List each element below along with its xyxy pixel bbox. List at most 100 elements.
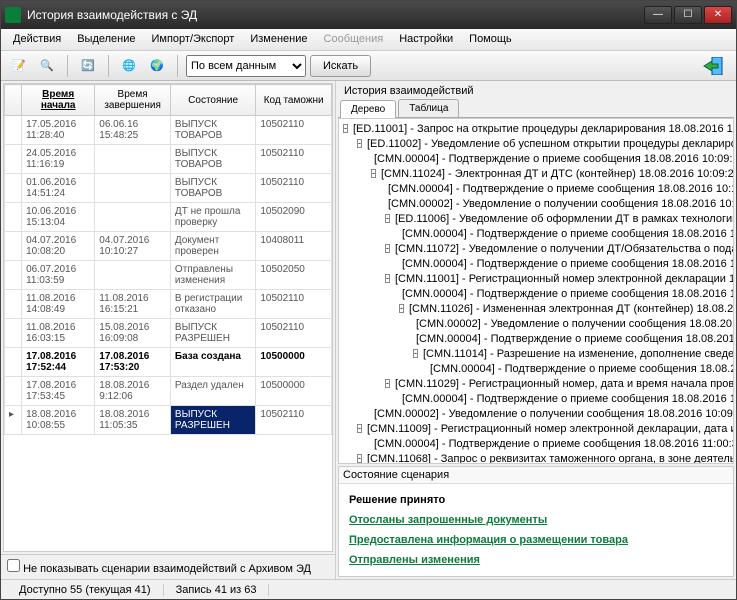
tree-node[interactable]: [CMN.00004] - Подтверждение о приеме соо… <box>341 256 731 271</box>
tree-node[interactable]: [CMN.00002] - Уведомление о получении со… <box>341 316 731 331</box>
tree-label: [CMN.00004] - Подтверждение о приеме соо… <box>416 333 734 345</box>
scenario-link[interactable]: Предоставлена информация о размещении то… <box>349 530 723 550</box>
scenario-link[interactable]: Отосланы запрошенные документы <box>349 510 723 530</box>
tree-node[interactable]: [CMN.00004] - Подтверждение о приеме соо… <box>341 226 731 241</box>
menu-Импорт/Экспорт[interactable]: Импорт/Экспорт <box>144 29 243 50</box>
table-row[interactable]: 11.08.2016 14:08:4911.08.2016 16:15:21В … <box>5 290 332 319</box>
scenario-status: Решение принято <box>349 490 723 510</box>
tree-node[interactable]: -[CMN.11068] - Запрос о реквизитах тамож… <box>341 451 731 464</box>
refresh-icon[interactable]: 🔄 <box>76 54 100 78</box>
tree-label: [CMN.00004] - Подтверждение о приеме соо… <box>374 153 734 165</box>
tree-label: [CMN.11009] - Регистрационный номер элек… <box>367 423 734 435</box>
search-button[interactable]: Искать <box>310 55 371 77</box>
table-row[interactable]: 01.06.2016 14:51:24ВЫПУСК ТОВАРОВ1050211… <box>5 174 332 203</box>
tree-node[interactable]: [CMN.00004] - Подтверждение о приеме соо… <box>341 151 731 166</box>
tree-node[interactable]: -[ED.11002] - Уведомление об успешном от… <box>341 136 731 151</box>
tree-label: [CMN.11001] - Регистрационный номер элек… <box>395 273 734 285</box>
tree-label: [CMN.00002] - Уведомление о получении со… <box>388 198 734 210</box>
col-header[interactable]: Состояние <box>170 85 255 116</box>
col-header[interactable]: Код таможни <box>256 85 332 116</box>
message-tree[interactable]: -[ED.11001] - Запрос на открытие процеду… <box>338 118 734 464</box>
close-button[interactable]: ✕ <box>704 6 732 24</box>
toolbar: 📝 🔍 🔄 🌐 🌍 По всем данным Искать <box>1 51 736 81</box>
tree-node[interactable]: -[CMN.11014] - Разрешение на изменение, … <box>341 346 731 361</box>
tree-node[interactable]: -[CMN.11029] - Регистрационный номер, да… <box>341 376 731 391</box>
tree-node[interactable]: [CMN.00002] - Уведомление о получении со… <box>341 406 731 421</box>
menu-Действия[interactable]: Действия <box>5 29 69 50</box>
menu-Выделение[interactable]: Выделение <box>69 29 143 50</box>
exit-icon[interactable] <box>698 54 730 78</box>
statusbar: Доступно 55 (текущая 41) Запись 41 из 63 <box>1 579 736 599</box>
tree-twisty-icon[interactable]: - <box>385 379 390 388</box>
tree-node[interactable]: -[ED.11001] - Запрос на открытие процеду… <box>341 121 731 136</box>
tree-label: [ED.11002] - Уведомление об успешном отк… <box>367 138 734 150</box>
status-left: Доступно 55 (текущая 41) <box>7 584 164 596</box>
tree-twisty-icon[interactable]: - <box>357 454 362 463</box>
tree-node[interactable]: [CMN.00004] - Подтверждение о приеме соо… <box>341 181 731 196</box>
tree-node[interactable]: [CMN.00004] - Подтверждение о приеме соо… <box>341 331 731 346</box>
tree-label: [CMN.00004] - Подтверждение о приеме соо… <box>430 363 734 375</box>
tree-label: [CMN.00002] - Уведомление о получении со… <box>374 408 734 420</box>
tree-twisty-icon[interactable]: - <box>399 304 404 313</box>
menu-Изменение[interactable]: Изменение <box>242 29 315 50</box>
table-row[interactable]: 06.07.2016 11:03:59Отправлены изменения1… <box>5 261 332 290</box>
menubar: ДействияВыделениеИмпорт/ЭкспортИзменение… <box>1 29 736 51</box>
table-row[interactable]: ▸18.08.2016 10:08:5518.08.2016 11:05:35В… <box>5 406 332 435</box>
filter-select[interactable]: По всем данным <box>186 55 306 77</box>
table-row[interactable]: 11.08.2016 16:03:1515.08.2016 16:09:08ВЫ… <box>5 319 332 348</box>
filter-checkbox-row: Не показывать сценарии взаимодействий с … <box>1 554 335 579</box>
maximize-button[interactable]: ☐ <box>674 6 702 24</box>
tree-node[interactable]: [CMN.00004] - Подтверждение о приеме соо… <box>341 391 731 406</box>
table-row[interactable]: 10.06.2016 15:13:04ДТ не прошла проверку… <box>5 203 332 232</box>
tab-Таблица[interactable]: Таблица <box>398 99 459 117</box>
tree-label: [CMN.00004] - Подтверждение о приеме соо… <box>402 393 734 405</box>
tree-twisty-icon[interactable]: - <box>357 424 362 433</box>
status-right: Запись 41 из 63 <box>164 584 270 596</box>
menu-Помощь[interactable]: Помощь <box>461 29 520 50</box>
menu-Сообщения[interactable]: Сообщения <box>316 29 392 50</box>
globe-in-icon[interactable]: 🌐 <box>117 54 141 78</box>
tabs: ДеревоТаблица <box>338 99 734 118</box>
binoculars-icon[interactable]: 🔍 <box>35 54 59 78</box>
tree-label: [ED.11001] - Запрос на открытие процедур… <box>353 123 734 135</box>
table-row[interactable]: 17.08.2016 17:52:4417.08.2016 17:53:20Ба… <box>5 348 332 377</box>
table-row[interactable]: 17.08.2016 17:53:4518.08.2016 9:12:06Раз… <box>5 377 332 406</box>
table-row[interactable]: 17.05.2016 11:28:4006.06.16 15:48:25ВЫПУ… <box>5 116 332 145</box>
tree-node[interactable]: -[CMN.11001] - Регистрационный номер эле… <box>341 271 731 286</box>
tree-twisty-icon[interactable]: - <box>357 139 362 148</box>
tree-node[interactable]: [CMN.00002] - Уведомление о получении со… <box>341 196 731 211</box>
col-header[interactable]: Время завершения <box>95 85 171 116</box>
tree-twisty-icon[interactable]: - <box>413 349 418 358</box>
tree-twisty-icon[interactable]: - <box>343 124 348 133</box>
globe-out-icon[interactable]: 🌍 <box>145 54 169 78</box>
col-header[interactable] <box>5 85 22 116</box>
tree-twisty-icon[interactable]: - <box>385 214 390 223</box>
menu-Настройки[interactable]: Настройки <box>391 29 461 50</box>
tree-node[interactable]: -[CMN.11026] - Измененная электронная ДТ… <box>341 301 731 316</box>
tree-label: [CMN.11068] - Запрос о реквизитах таможе… <box>367 453 734 465</box>
tree-label: [ED.11006] - Уведомление об оформлении Д… <box>395 213 734 225</box>
edit-icon[interactable]: 📝 <box>7 54 31 78</box>
minimize-button[interactable]: — <box>644 6 672 24</box>
hide-archive-checkbox[interactable]: Не показывать сценарии взаимодействий с … <box>7 563 311 575</box>
tree-node[interactable]: -[CMN.11024] - Электронная ДТ и ДТС (кон… <box>341 166 731 181</box>
app-window: История взаимодействия с ЭД — ☐ ✕ Действ… <box>0 0 737 600</box>
app-icon <box>5 7 21 23</box>
tree-node[interactable]: [CMN.00004] - Подтверждение о приеме соо… <box>341 436 731 451</box>
scenario-link[interactable]: Отправлены изменения <box>349 550 723 570</box>
tree-node[interactable]: [CMN.00004] - Подтверждение о приеме соо… <box>341 361 731 376</box>
col-header[interactable]: Время начала <box>22 85 95 116</box>
tree-twisty-icon[interactable]: - <box>385 244 390 253</box>
tab-Дерево[interactable]: Дерево <box>340 100 396 118</box>
tree-label: [CMN.11029] - Регистрационный номер, дат… <box>395 378 734 390</box>
tree-node[interactable]: [CMN.00004] - Подтверждение о приеме соо… <box>341 286 731 301</box>
history-grid[interactable]: Время началаВремя завершенияСостояниеКод… <box>3 83 333 552</box>
tree-node[interactable]: -[CMN.11072] - Уведомление о получении Д… <box>341 241 731 256</box>
tree-label: [CMN.11026] - Измененная электронная ДТ … <box>409 303 734 315</box>
table-row[interactable]: 04.07.2016 10:08:2004.07.2016 10:10:27До… <box>5 232 332 261</box>
tree-node[interactable]: -[ED.11006] - Уведомление об оформлении … <box>341 211 731 226</box>
tree-twisty-icon[interactable]: - <box>371 169 376 178</box>
tree-node[interactable]: -[CMN.11009] - Регистрационный номер эле… <box>341 421 731 436</box>
table-row[interactable]: 24.05.2016 11:16:19ВЫПУСК ТОВАРОВ1050211… <box>5 145 332 174</box>
tree-twisty-icon[interactable]: - <box>385 274 390 283</box>
